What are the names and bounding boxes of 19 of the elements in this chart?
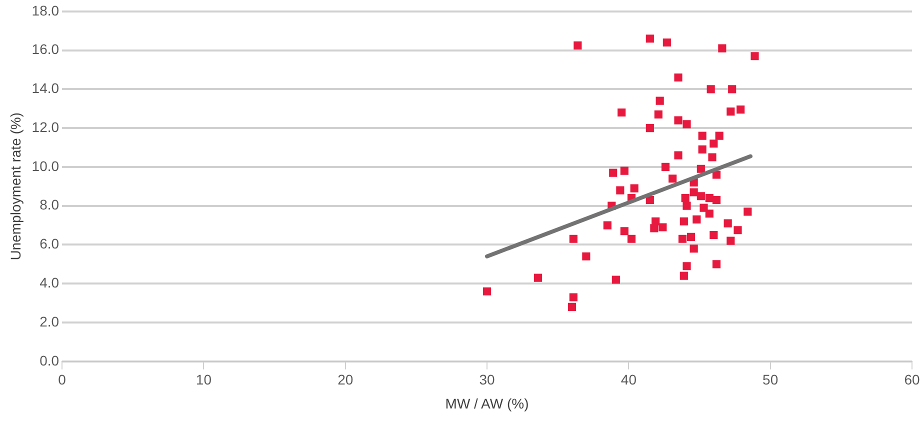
- x-tick-label: 30: [479, 372, 496, 388]
- x-tick-label: 50: [762, 372, 778, 388]
- y-axis-title: Unemployment rate (%): [7, 112, 24, 260]
- y-tick-label: 6.0: [40, 236, 60, 252]
- y-tick-label: 18.0: [32, 2, 60, 18]
- y-tick-label: 0.0: [40, 352, 60, 368]
- y-tick-label: 14.0: [32, 80, 60, 96]
- x-tick-label: 0: [58, 372, 66, 388]
- x-tick-label: 10: [196, 372, 212, 388]
- x-tick-label: 60: [904, 372, 920, 388]
- y-tick-label: 10.0: [32, 158, 60, 174]
- y-tick-label: 8.0: [40, 196, 60, 213]
- x-tick-label: 40: [620, 372, 637, 388]
- x-axis-title: MW / AW (%): [445, 395, 529, 412]
- x-tick-label: 20: [338, 372, 354, 388]
- y-tick-label: 16.0: [32, 41, 60, 58]
- y-tick-label: 2.0: [40, 313, 60, 330]
- y-tick-label: 4.0: [40, 274, 60, 290]
- y-tick-label: 12.0: [32, 118, 60, 135]
